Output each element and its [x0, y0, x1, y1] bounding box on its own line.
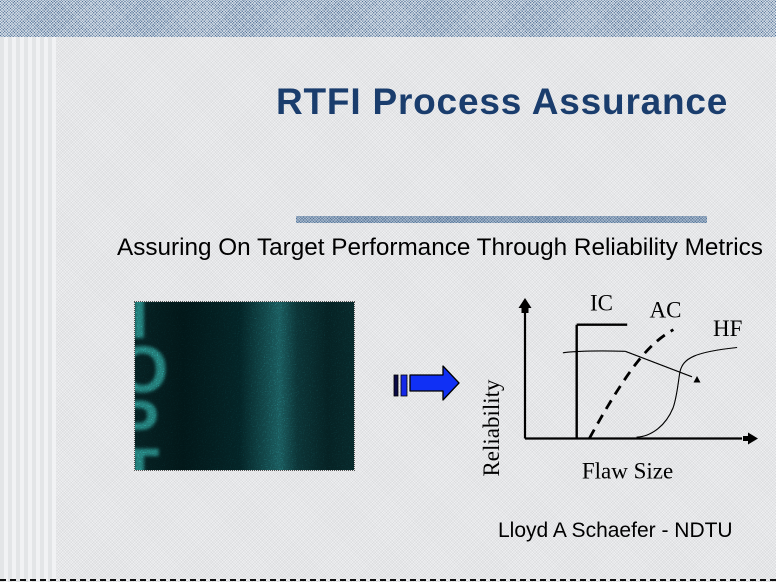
svg-text:Flaw Size: Flaw Size — [582, 459, 673, 484]
svg-text:Reliability: Reliability — [479, 379, 504, 477]
svg-text:HF: HF — [713, 316, 742, 341]
svg-text:IC: IC — [590, 291, 613, 316]
svg-text:AC: AC — [650, 298, 682, 323]
